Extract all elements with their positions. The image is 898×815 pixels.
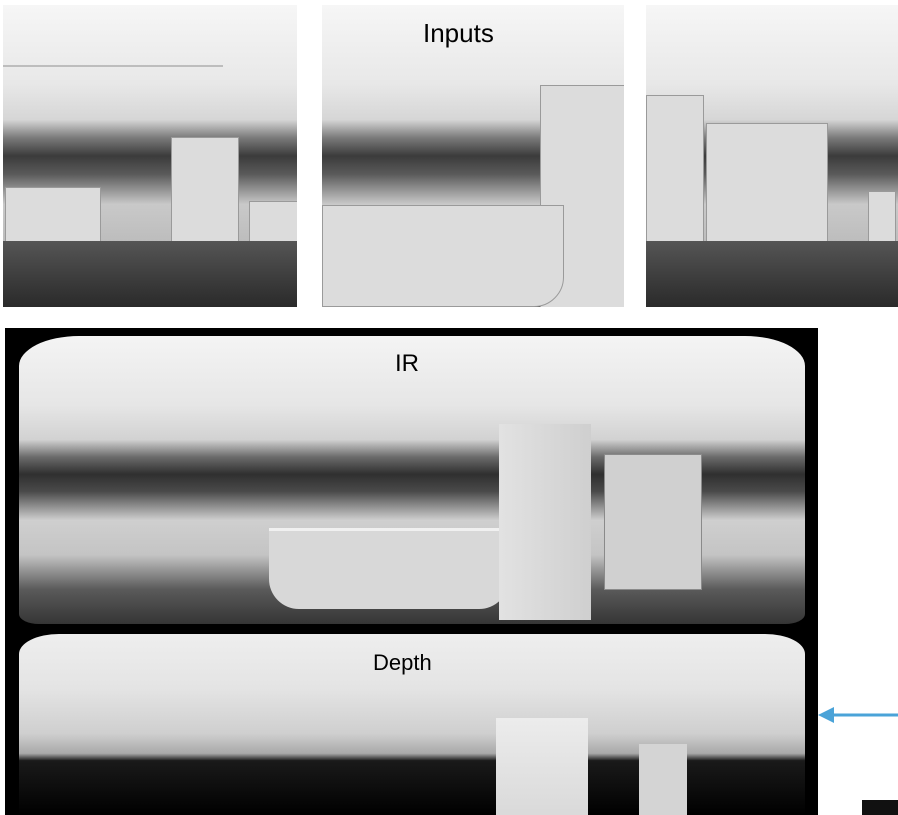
depth-image — [19, 634, 805, 815]
cubicle-partition — [604, 454, 702, 590]
input-view-left — [3, 5, 297, 307]
cubicle-partition — [639, 744, 687, 815]
floor — [646, 240, 898, 307]
pillar — [499, 424, 591, 620]
depth-label: Depth — [373, 650, 432, 675]
cropped-panel-edge — [862, 800, 898, 815]
input-view-center — [322, 5, 624, 307]
ir-image — [19, 336, 805, 624]
ir-panorama — [5, 328, 818, 630]
input-view-right — [646, 5, 898, 307]
inputs-label: Inputs — [423, 18, 494, 48]
left-arrow-icon — [818, 707, 898, 723]
floor — [3, 240, 297, 307]
depth-panorama — [5, 630, 818, 815]
cubicle-partition — [171, 137, 239, 254]
ceiling-seam — [3, 65, 223, 67]
ir-label: IR — [395, 350, 419, 377]
reception-counter — [322, 205, 564, 307]
reception-counter — [269, 528, 509, 609]
pillar — [496, 718, 588, 815]
